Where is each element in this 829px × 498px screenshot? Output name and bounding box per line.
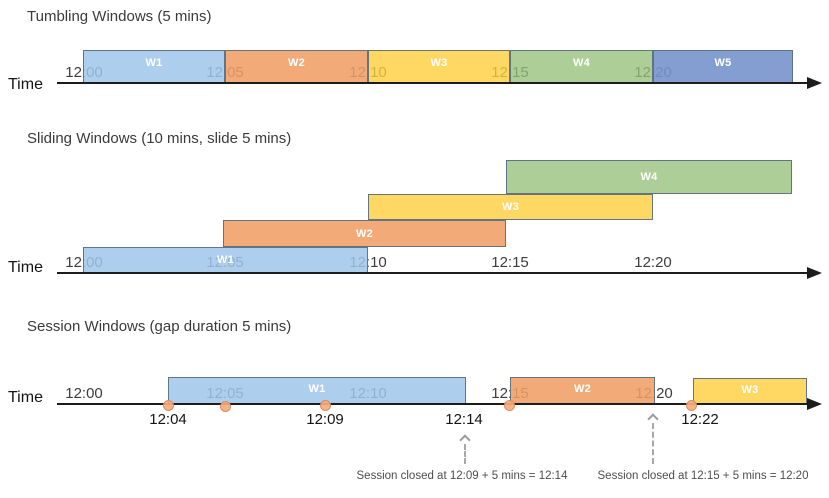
tumbling-window-w4-label: W4 bbox=[572, 57, 591, 69]
sliding-window-w1: W1 bbox=[83, 247, 368, 273]
close-annotation-arrow-1-icon bbox=[464, 444, 466, 464]
tumbling-timeline bbox=[57, 82, 809, 84]
close-annotation-arrow-2-icon bbox=[652, 423, 654, 464]
tumbling-window-w1: W1 bbox=[83, 50, 225, 83]
session-title: Session Windows (gap duration 5 mins) bbox=[27, 318, 292, 335]
session-close-annotation-1: Session closed at 12:09 + 5 mins = 12:14 bbox=[356, 470, 568, 482]
session-time-axis-label: Time bbox=[8, 389, 43, 406]
sliding-window-w2: W2 bbox=[223, 220, 506, 247]
sliding-timeline-arrowhead-icon bbox=[807, 267, 822, 279]
session-window-w3: W3 bbox=[693, 378, 807, 404]
event-dot-1215-icon bbox=[504, 400, 515, 411]
session-timeline bbox=[57, 403, 809, 405]
sliding-window-w4-label: W4 bbox=[640, 171, 658, 183]
session-window-w2-label: W2 bbox=[573, 383, 592, 395]
tumbling-window-w4: W4 bbox=[510, 50, 653, 83]
tumbling-window-w1-label: W1 bbox=[145, 57, 163, 69]
event-time-1204: 12:04 bbox=[149, 411, 187, 428]
event-time-1222: 12:22 bbox=[681, 411, 719, 428]
sliding-window-w3: W3 bbox=[368, 194, 653, 220]
event-time-1209: 12:09 bbox=[306, 411, 344, 428]
session-window-w1: W1 bbox=[168, 377, 466, 404]
event-dot-1206-icon bbox=[220, 401, 231, 412]
event-time-1214: 12:14 bbox=[445, 411, 483, 428]
session-window-w3-label: W3 bbox=[741, 383, 759, 396]
tumbling-window-w3-label: W3 bbox=[430, 57, 448, 69]
session-tick-1200: 12:00 bbox=[65, 385, 103, 402]
session-window-w2: W2 bbox=[510, 377, 655, 404]
tumbling-window-w5-label: W5 bbox=[714, 57, 732, 69]
sliding-timeline bbox=[57, 272, 809, 274]
tumbling-window-w2-label: W2 bbox=[287, 57, 306, 69]
event-dot-1204-icon bbox=[163, 400, 174, 411]
sliding-window-w2-label: W2 bbox=[355, 227, 374, 240]
tumbling-timeline-arrowhead-icon bbox=[807, 77, 822, 89]
sliding-time-axis-label: Time bbox=[8, 259, 43, 276]
event-dot-1209-icon bbox=[320, 400, 331, 411]
sliding-window-w1-label: W1 bbox=[216, 254, 235, 266]
tumbling-time-axis-label: Time bbox=[8, 76, 43, 93]
sliding-title: Sliding Windows (10 mins, slide 5 mins) bbox=[27, 130, 292, 147]
tumbling-title: Tumbling Windows (5 mins) bbox=[27, 8, 212, 25]
session-timeline-arrowhead-icon bbox=[807, 398, 822, 410]
session-window-w1-label: W1 bbox=[308, 383, 326, 395]
session-close-annotation-2: Session closed at 12:15 + 5 mins = 12:20 bbox=[597, 470, 809, 482]
sliding-window-w3-label: W3 bbox=[501, 201, 520, 213]
sliding-tick-1220: 12:20 bbox=[634, 254, 672, 271]
tumbling-window-w3: W3 bbox=[368, 50, 510, 83]
event-dot-1222-icon bbox=[686, 400, 697, 411]
tumbling-window-w5: W5 bbox=[653, 50, 793, 83]
sliding-window-w4: W4 bbox=[506, 160, 792, 194]
sliding-tick-1215: 12:15 bbox=[491, 254, 529, 271]
tumbling-window-w2: W2 bbox=[225, 50, 368, 83]
